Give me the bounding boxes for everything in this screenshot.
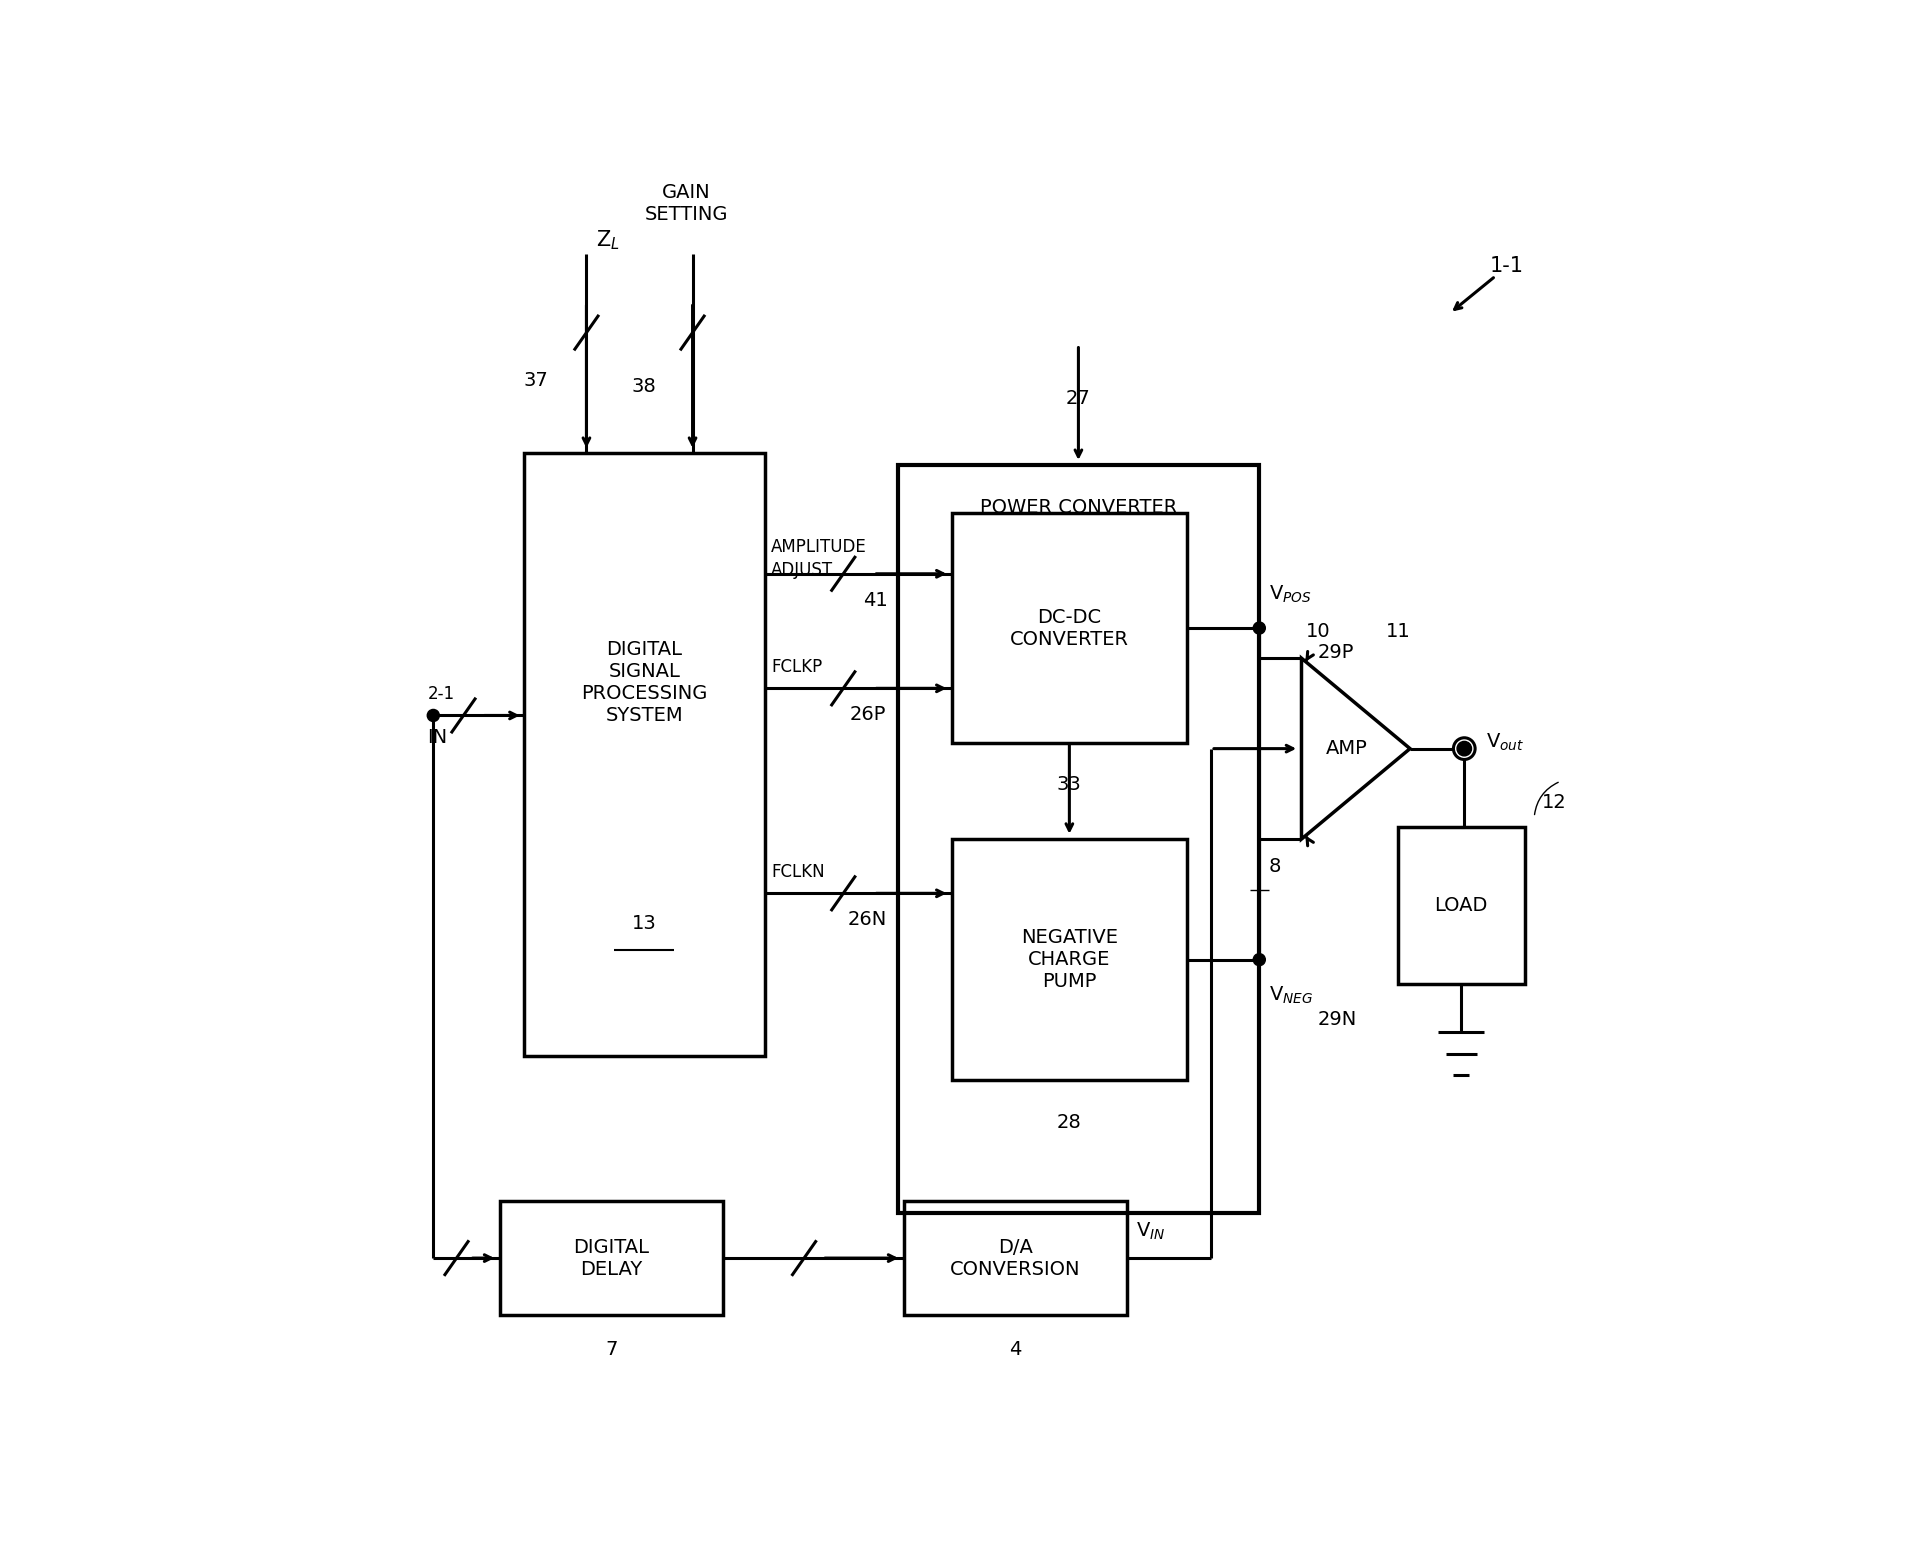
Text: 29N: 29N: [1316, 1010, 1357, 1029]
Circle shape: [1253, 622, 1265, 634]
Text: 33: 33: [1058, 775, 1083, 794]
Text: 26N: 26N: [847, 910, 887, 929]
Text: 4: 4: [1010, 1339, 1021, 1359]
Text: 41: 41: [864, 590, 889, 609]
Text: 11: 11: [1385, 622, 1410, 640]
Text: 10: 10: [1305, 622, 1330, 640]
Text: LOAD: LOAD: [1435, 896, 1489, 915]
Text: 38: 38: [632, 377, 657, 396]
Text: 28: 28: [1058, 1113, 1083, 1132]
Text: POWER CONVERTER: POWER CONVERTER: [979, 498, 1176, 517]
Bar: [523, 453, 764, 1055]
Text: 2-1: 2-1: [427, 684, 454, 703]
Text: 12: 12: [1542, 794, 1567, 813]
Text: 13: 13: [632, 915, 657, 933]
Text: AMPLITUDE: AMPLITUDE: [770, 539, 866, 556]
Text: V$_{NEG}$: V$_{NEG}$: [1268, 985, 1312, 1007]
Text: 37: 37: [523, 371, 548, 390]
Bar: [1399, 827, 1525, 983]
Text: GAIN
SETTING: GAIN SETTING: [646, 183, 728, 224]
Text: V$_{out}$: V$_{out}$: [1487, 731, 1525, 753]
Text: 27: 27: [1065, 390, 1090, 409]
Text: 26P: 26P: [849, 705, 885, 725]
Text: 8: 8: [1268, 857, 1282, 875]
Circle shape: [1253, 954, 1265, 966]
Text: AMP: AMP: [1326, 739, 1368, 758]
Text: 1-1: 1-1: [1489, 257, 1523, 276]
Bar: [500, 1201, 722, 1315]
Text: FCLKP: FCLKP: [770, 658, 822, 675]
Text: ADJUST: ADJUST: [770, 561, 833, 579]
Text: V$_{POS}$: V$_{POS}$: [1268, 584, 1312, 604]
Text: FCLKN: FCLKN: [770, 863, 824, 880]
Text: NEGATIVE
CHARGE
PUMP: NEGATIVE CHARGE PUMP: [1021, 929, 1117, 991]
Bar: [904, 1201, 1127, 1315]
Text: 29P: 29P: [1316, 642, 1353, 662]
Text: V$_{IN}$: V$_{IN}$: [1136, 1221, 1165, 1242]
Circle shape: [427, 709, 439, 722]
Bar: [952, 839, 1186, 1081]
Text: DIGITAL
DELAY: DIGITAL DELAY: [573, 1237, 650, 1278]
Text: IN: IN: [427, 728, 448, 747]
Text: DC-DC
CONVERTER: DC-DC CONVERTER: [1010, 608, 1129, 648]
Text: DIGITAL
SIGNAL
PROCESSING
SYSTEM: DIGITAL SIGNAL PROCESSING SYSTEM: [581, 640, 707, 725]
Text: D/A
CONVERSION: D/A CONVERSION: [950, 1237, 1081, 1278]
Bar: [952, 514, 1186, 742]
Circle shape: [1456, 741, 1471, 756]
Text: Z$_L$: Z$_L$: [596, 229, 621, 252]
Bar: [897, 465, 1259, 1212]
Text: 7: 7: [605, 1339, 617, 1359]
